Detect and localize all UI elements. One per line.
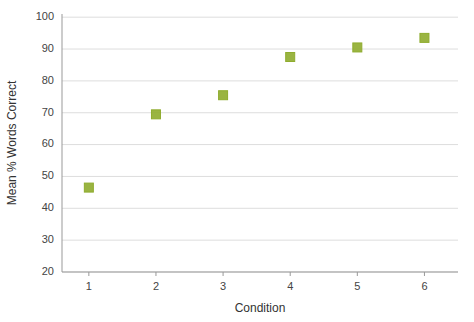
y-tick-label: 40 [42,201,54,213]
y-tick-label: 60 [42,137,54,149]
chart: 20 30 40 50 60 70 80 90 100 1 2 3 4 5 6 Condition Mean %… [0,0,474,322]
point [84,183,93,192]
y-tick-label: 50 [42,169,54,181]
point [420,33,429,42]
grid-line [62,17,458,18]
point [286,53,295,62]
x-tick-label: 2 [153,280,159,292]
point [219,91,228,100]
points [84,33,429,192]
grid-line [62,208,458,209]
x-axis-line [62,272,458,273]
y-tick-label: 100 [36,10,54,22]
y-tick-label: 30 [42,233,54,245]
grid-line [62,176,458,177]
x-tick-label: 4 [287,280,293,292]
y-tick-label: 80 [42,74,54,86]
point [151,110,160,119]
x-tick [357,272,358,276]
x-tick [88,272,89,276]
x-tick-label: 5 [354,280,360,292]
y-axis-label: Mean % Words Correct [5,80,19,205]
point [353,43,362,52]
grid-line [62,144,458,145]
grid-line [62,112,458,113]
x-tick [424,272,425,276]
x-tick-label: 1 [86,280,92,292]
axes: 20 30 40 50 60 70 80 90 100 1 2 3 4 5 6 [36,10,458,292]
y-tick-label: 20 [42,265,54,277]
grid-line [62,240,458,241]
y-tick-label: 70 [42,106,54,118]
y-tick-label: 90 [42,42,54,54]
y-axis-line [62,14,63,272]
grid [62,17,458,272]
x-axis-label: Condition [235,301,286,315]
grid-line [62,49,458,50]
chart-container: 20 30 40 50 60 70 80 90 100 1 2 3 4 5 6 Condition Mean %… [0,0,474,322]
x-tick-label: 3 [220,280,226,292]
x-tick [155,272,156,276]
x-tick [290,272,291,276]
grid-line [62,80,458,81]
grid-line [62,272,458,273]
x-tick-label: 6 [421,280,427,292]
x-tick [223,272,224,276]
